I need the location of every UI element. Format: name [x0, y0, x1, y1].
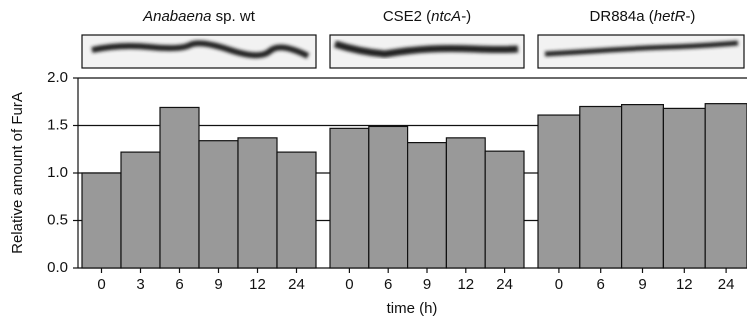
bar: [446, 138, 485, 268]
bar: [238, 138, 277, 268]
group-label-part: Anabaena: [142, 8, 211, 25]
group-label-part: ntcA: [431, 8, 461, 25]
x-tick-label: 9: [214, 276, 222, 293]
group-label-part: CSE2 (: [383, 8, 431, 25]
y-tick-label: 2.0: [47, 69, 68, 86]
x-tick-label: 0: [555, 276, 563, 293]
x-tick-label: 24: [496, 276, 513, 293]
x-axis-label: time (h): [387, 300, 438, 317]
x-tick-label: 3: [136, 276, 144, 293]
chart: Relative amount of FurA time (h) 0.0 0.5 1…: [0, 0, 747, 325]
bar: [485, 151, 524, 268]
group-label-part: -): [685, 8, 695, 25]
bar: [121, 152, 160, 268]
group-label-part: -): [461, 8, 471, 25]
group-label-part: DR884a (: [590, 8, 654, 25]
x-tick-label: 12: [676, 276, 693, 293]
bar: [538, 115, 580, 268]
bar: [622, 105, 664, 268]
x-tick-label: 0: [345, 276, 353, 293]
bars: [82, 104, 747, 268]
x-tick-label: 24: [718, 276, 735, 293]
bar: [330, 128, 369, 268]
x-tick-label: 12: [457, 276, 474, 293]
y-tick-label: 0.0: [47, 259, 68, 276]
y-tick-label: 0.5: [47, 211, 68, 228]
bar: [82, 173, 121, 268]
bar: [369, 126, 408, 268]
bar: [408, 143, 447, 268]
group-label: Anabaena sp. wt: [142, 8, 256, 25]
x-tick-label: 24: [288, 276, 305, 293]
x-tick-label: 0: [97, 276, 105, 293]
group-label: CSE2 (ntcA-): [383, 8, 471, 25]
y-tick-label: 1.0: [47, 164, 68, 181]
group-label-part: sp. wt: [212, 8, 256, 25]
y-axis-label: Relative amount of FurA: [9, 92, 26, 254]
x-tick-label: 6: [384, 276, 392, 293]
bar: [663, 108, 705, 268]
bar: [705, 104, 747, 268]
x-tick-label: 12: [249, 276, 266, 293]
x-tick-label: 6: [597, 276, 605, 293]
bar: [160, 107, 199, 268]
group-label-part: hetR: [654, 8, 686, 25]
x-tick-label: 9: [638, 276, 646, 293]
bar: [277, 152, 316, 268]
bar: [199, 141, 238, 268]
x-tick-label: 9: [423, 276, 431, 293]
x-tick-label: 6: [175, 276, 183, 293]
bar: [580, 107, 622, 269]
y-tick-label: 1.5: [47, 116, 68, 133]
blot-frame: [82, 35, 316, 68]
group-label: DR884a (hetR-): [590, 8, 696, 25]
blot-images: [82, 35, 744, 68]
